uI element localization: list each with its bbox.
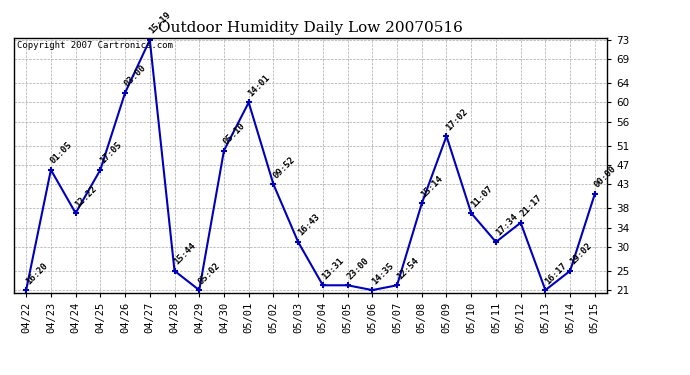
Text: 03:00: 03:00 xyxy=(123,63,148,88)
Text: 05:02: 05:02 xyxy=(197,261,222,286)
Text: 15:14: 15:14 xyxy=(420,174,445,200)
Text: Copyright 2007 Cartronics.com: Copyright 2007 Cartronics.com xyxy=(17,41,172,50)
Text: 00:00: 00:00 xyxy=(593,164,618,190)
Text: 19:02: 19:02 xyxy=(568,242,593,267)
Text: 09:52: 09:52 xyxy=(271,155,297,180)
Text: 15:19: 15:19 xyxy=(148,10,173,36)
Text: 16:20: 16:20 xyxy=(24,261,49,286)
Text: 16:17: 16:17 xyxy=(543,261,569,286)
Text: 16:43: 16:43 xyxy=(296,213,322,238)
Text: 23:00: 23:00 xyxy=(346,256,371,281)
Text: 12:54: 12:54 xyxy=(395,256,420,281)
Text: 14:01: 14:01 xyxy=(246,73,272,98)
Text: 17:34: 17:34 xyxy=(494,213,519,238)
Text: 12:22: 12:22 xyxy=(73,184,99,209)
Text: 14:35: 14:35 xyxy=(370,261,395,286)
Title: Outdoor Humidity Daily Low 20070516: Outdoor Humidity Daily Low 20070516 xyxy=(158,21,463,35)
Text: 05:10: 05:10 xyxy=(221,121,247,146)
Text: 17:02: 17:02 xyxy=(444,106,470,132)
Text: 13:31: 13:31 xyxy=(321,256,346,281)
Text: 15:44: 15:44 xyxy=(172,242,197,267)
Text: 17:05: 17:05 xyxy=(98,140,124,166)
Text: 21:17: 21:17 xyxy=(518,193,544,219)
Text: 11:07: 11:07 xyxy=(469,184,494,209)
Text: 01:05: 01:05 xyxy=(49,140,74,166)
